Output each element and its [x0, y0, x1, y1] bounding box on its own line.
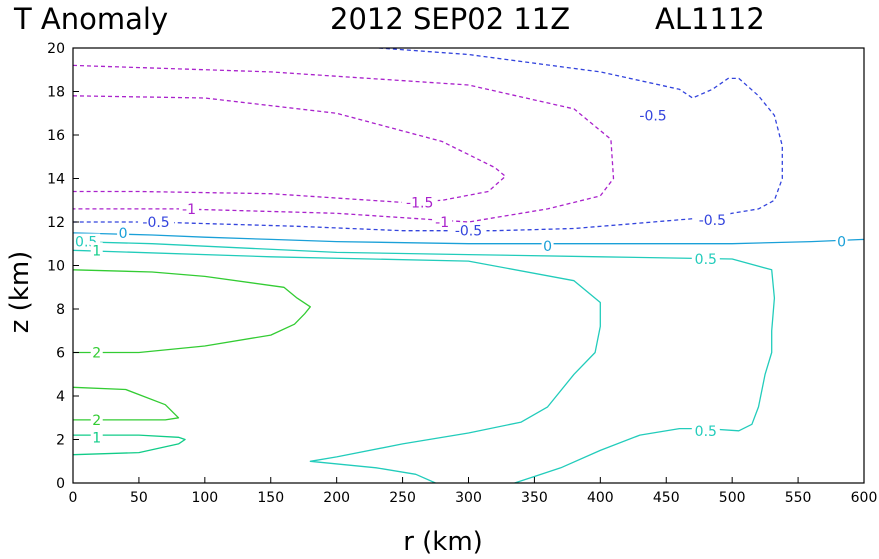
x-tick-label-5: 250	[389, 490, 416, 506]
contour-label-3: -0.5	[138, 214, 175, 231]
y-tick-label-10: 20	[47, 41, 65, 57]
svg-text:-1: -1	[435, 215, 449, 231]
x-tick-label-6: 300	[455, 490, 482, 506]
x-tick-label-0: 0	[69, 490, 78, 506]
contour-label-2: -0.5	[450, 222, 487, 240]
contour-label-14: 1	[90, 429, 103, 446]
svg-text:-0.5: -0.5	[455, 224, 482, 240]
x-tick-label-1: 50	[130, 490, 148, 506]
x-tick-label-4: 200	[323, 490, 350, 506]
contour-label-16: 2	[90, 411, 103, 429]
svg-text:0.5: 0.5	[695, 424, 717, 440]
svg-text:0: 0	[837, 235, 846, 251]
y-tick-label-3: 6	[56, 346, 65, 362]
x-tick-label-7: 350	[521, 490, 548, 506]
svg-text:1: 1	[92, 243, 101, 259]
contour-lines	[73, 48, 864, 483]
y-axis-ticks: 0 2 4 6 8 10 12 14 16 18 20	[47, 41, 79, 492]
x-tick-label-8: 400	[587, 490, 614, 506]
contour-label-13: 1	[90, 242, 103, 259]
svg-text:0: 0	[119, 226, 128, 242]
x-tick-label-2: 100	[191, 490, 218, 506]
y-tick-label-7: 14	[47, 172, 65, 188]
chart-date: 2012 SEP02 11Z	[330, 2, 570, 36]
svg-text:0.5: 0.5	[695, 252, 717, 268]
x-tick-label-12: 600	[851, 490, 878, 506]
y-tick-label-4: 8	[56, 302, 65, 318]
y-tick-label-1: 2	[56, 433, 65, 449]
y-tick-label-5: 10	[47, 259, 65, 275]
x-axis-title: r (km)	[403, 527, 483, 557]
y-tick-label-6: 12	[47, 215, 65, 231]
x-tick-label-3: 150	[257, 490, 284, 506]
contour-line-1	[73, 64, 615, 223]
contour-label-6: -1.5	[401, 194, 438, 211]
svg-text:0: 0	[543, 239, 552, 255]
contour-label-0: -0.5	[635, 107, 672, 124]
chart-title: T Anomaly	[13, 2, 168, 36]
svg-text:1: 1	[92, 430, 101, 446]
contour-label-15: 2	[90, 344, 103, 362]
svg-text:-1: -1	[182, 202, 196, 218]
contour-line-7	[73, 269, 311, 354]
svg-text:-0.5: -0.5	[142, 215, 169, 231]
contour-label-5: -1	[432, 214, 453, 231]
x-axis-ticks: 0 50 100 150 200 250 300 350 400 450 500 550 600	[69, 477, 878, 506]
y-tick-label-2: 4	[56, 389, 65, 405]
svg-text:2: 2	[92, 413, 101, 429]
svg-text:-0.5: -0.5	[639, 108, 666, 124]
x-tick-label-11: 550	[785, 490, 812, 506]
contour-label-8: 0	[541, 237, 554, 255]
y-axis-title: z (km)	[5, 251, 35, 334]
contour-line-4	[73, 240, 776, 483]
x-tick-label-10: 500	[719, 490, 746, 506]
svg-text:-1.5: -1.5	[406, 195, 433, 211]
contour-label-11: 0.5	[691, 250, 720, 268]
y-tick-label-0: 0	[56, 476, 65, 492]
contour-line-6	[73, 434, 186, 456]
contour-line-2	[73, 95, 507, 204]
contour-line-8	[73, 386, 180, 421]
contour-line-0	[73, 48, 783, 232]
contour-label-1: -0.5	[694, 211, 731, 229]
contour-line-3	[73, 232, 864, 245]
svg-text:-0.5: -0.5	[699, 213, 726, 229]
contour-line-5	[73, 249, 601, 483]
contour-label-12: 0.5	[691, 422, 720, 440]
y-tick-label-9: 18	[47, 85, 65, 101]
x-tick-label-9: 450	[653, 490, 680, 506]
plot-frame	[72, 47, 865, 484]
contour-label-9: 0	[835, 233, 848, 251]
contour-label-7: 0	[117, 224, 130, 242]
svg-text:2: 2	[92, 346, 101, 362]
storm-id: AL1112	[655, 2, 765, 36]
contour-label-4: -1	[179, 200, 200, 218]
y-tick-label-8: 16	[47, 128, 65, 144]
